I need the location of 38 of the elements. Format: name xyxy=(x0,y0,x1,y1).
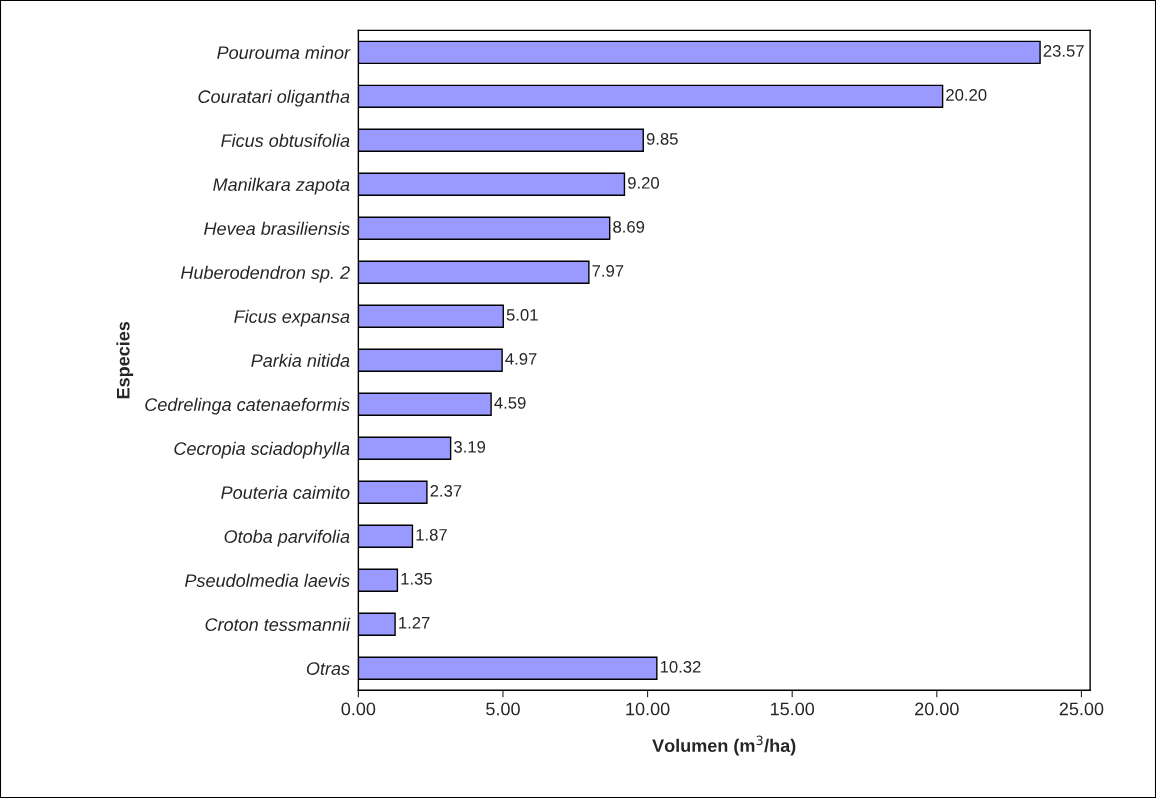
y-tick-label: Manilkara zapota xyxy=(213,177,350,195)
data-label: 2.37 xyxy=(430,484,462,497)
x-tick-label: 15.00 xyxy=(770,702,815,716)
data-label: 23.57 xyxy=(1043,44,1084,57)
x-axis-title: Volumen (m$^{3}$/ha) xyxy=(652,735,796,756)
y-tick-label: Cedrelinga catenaeformis xyxy=(145,397,350,415)
data-label: 4.59 xyxy=(494,396,526,409)
y-tick-label: Huberodendron sp. 2 xyxy=(180,265,350,283)
data-label: 1.35 xyxy=(401,572,432,585)
data-label: 1.27 xyxy=(399,616,430,629)
x-tick-label: 10.00 xyxy=(626,702,670,716)
y-tick-label: Ficus expansa xyxy=(234,309,350,327)
y-axis-title: Especies xyxy=(116,321,134,399)
y-tick-label: Otras xyxy=(306,662,350,675)
x-tick-label: 0.00 xyxy=(341,702,376,716)
y-tick-label: Otoba parvifolia xyxy=(224,529,350,547)
y-tick-label: Pourouma minor xyxy=(217,45,351,60)
data-label: 8.69 xyxy=(613,220,645,233)
x-tick-label: 20.00 xyxy=(915,702,959,716)
y-tick-label: Croton tessmannii xyxy=(205,617,351,631)
data-label: 9.85 xyxy=(646,132,678,145)
data-label: 7.97 xyxy=(592,264,624,277)
y-tick-label: Pouteria caimito xyxy=(221,485,350,500)
data-label: 1.87 xyxy=(416,528,447,541)
y-tick-label: Pseudolmedia laevis xyxy=(184,573,350,588)
y-tick-label: Parkia nitida xyxy=(251,353,350,368)
data-label: 5.01 xyxy=(506,308,538,321)
data-label: 4.97 xyxy=(505,352,537,365)
data-label: 9.20 xyxy=(628,176,660,189)
x-tick-label: 5.00 xyxy=(486,702,520,716)
data-label: 3.19 xyxy=(454,440,486,453)
y-tick-label: Ficus obtusifolia xyxy=(221,133,350,148)
y-tick-label: Cecropia sciadophylla xyxy=(174,441,350,459)
x-tick-label: 25.00 xyxy=(1059,702,1104,716)
data-label: 10.32 xyxy=(660,660,701,673)
y-tick-label: Couratari oligantha xyxy=(198,89,350,107)
data-label: 20.20 xyxy=(946,88,987,101)
y-tick-label: Hevea brasiliensis xyxy=(204,221,350,236)
